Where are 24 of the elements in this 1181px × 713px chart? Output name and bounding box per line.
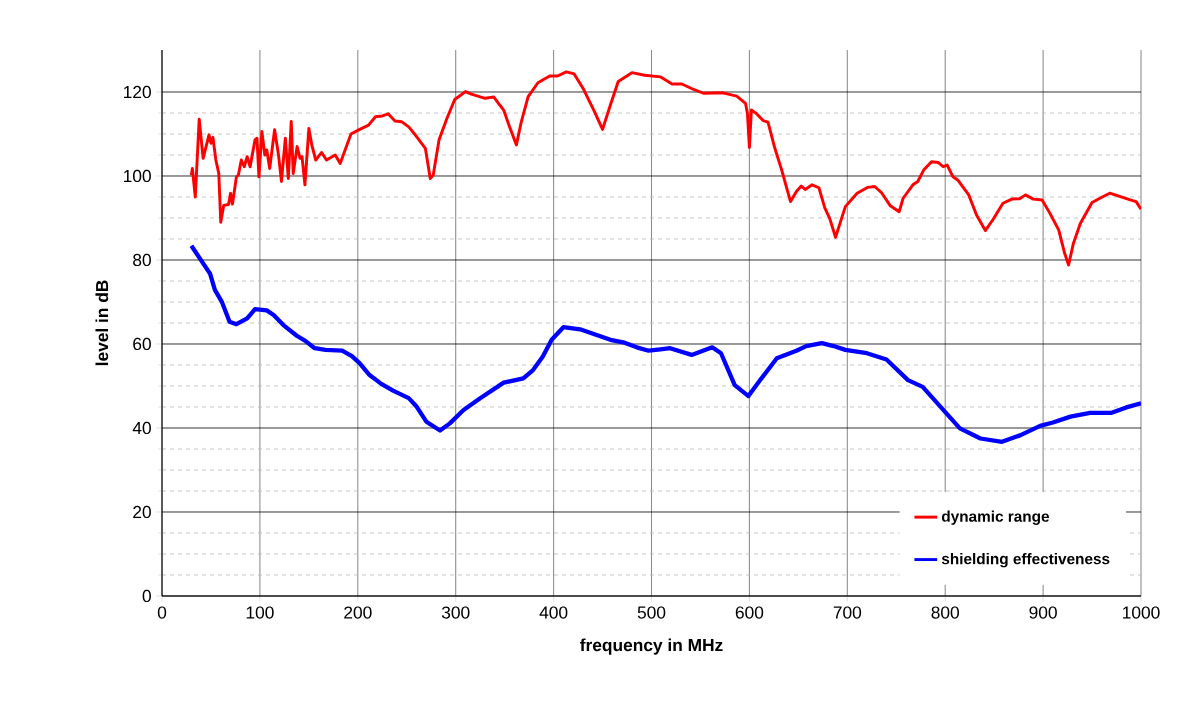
y-tick-label: 20 <box>133 505 151 519</box>
y-tick-label: 120 <box>124 85 151 99</box>
x-tick-label: 700 <box>833 606 862 619</box>
y-axis-title: level in dB <box>95 280 109 366</box>
x-tick-label: 500 <box>637 606 666 619</box>
x-tick-label: 1000 <box>1123 606 1160 619</box>
x-tick-label: 600 <box>735 606 764 619</box>
y-tick-label: 100 <box>124 169 151 183</box>
y-tick-label: 80 <box>133 253 151 267</box>
line-series <box>189 243 1141 444</box>
x-tick-label: 100 <box>246 606 274 619</box>
x-tick-label: 300 <box>441 606 470 619</box>
x-axis-title: frequency in MHz <box>580 638 723 655</box>
legend-label: shielding effectiveness <box>941 553 1110 568</box>
line-series <box>189 70 1141 267</box>
y-tick-label: 60 <box>133 337 151 351</box>
x-tick-label: 800 <box>931 606 959 619</box>
x-tick-label: 0 <box>157 606 167 619</box>
y-tick-label: 40 <box>132 421 151 435</box>
x-tick-label: 900 <box>1029 606 1057 619</box>
legend-label: dynamic range <box>941 510 1050 525</box>
y-tick-label: 0 <box>142 589 151 603</box>
x-tick-label: 200 <box>344 606 372 619</box>
x-tick-label: 400 <box>539 606 568 619</box>
